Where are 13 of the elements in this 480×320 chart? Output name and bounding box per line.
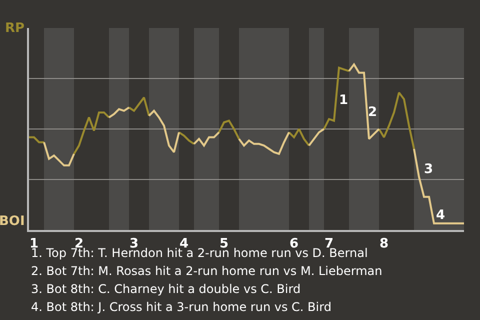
annotation: 3: [424, 162, 434, 177]
annotation: 2: [368, 105, 378, 120]
text: 3. Bot 8th: C. Charney hit a double vs C. Bird: [31, 282, 301, 296]
x-tick-label: 6: [289, 236, 299, 252]
x-tick-label: 3: [129, 236, 139, 252]
text: 2. Bot 7th: M. Rosas hit a 2-run home run vs M. Lieberman: [31, 264, 382, 278]
x-tick-label: 5: [219, 236, 229, 252]
annotation: 4: [436, 208, 446, 223]
text: RP: [5, 21, 25, 36]
annotation: 1: [339, 93, 348, 108]
text: BOI: [0, 214, 25, 229]
text: 4. Bot 8th: J. Cross hit a 3-run home run vs C. Bird: [31, 300, 332, 314]
x-tick-label: 8: [379, 236, 389, 252]
